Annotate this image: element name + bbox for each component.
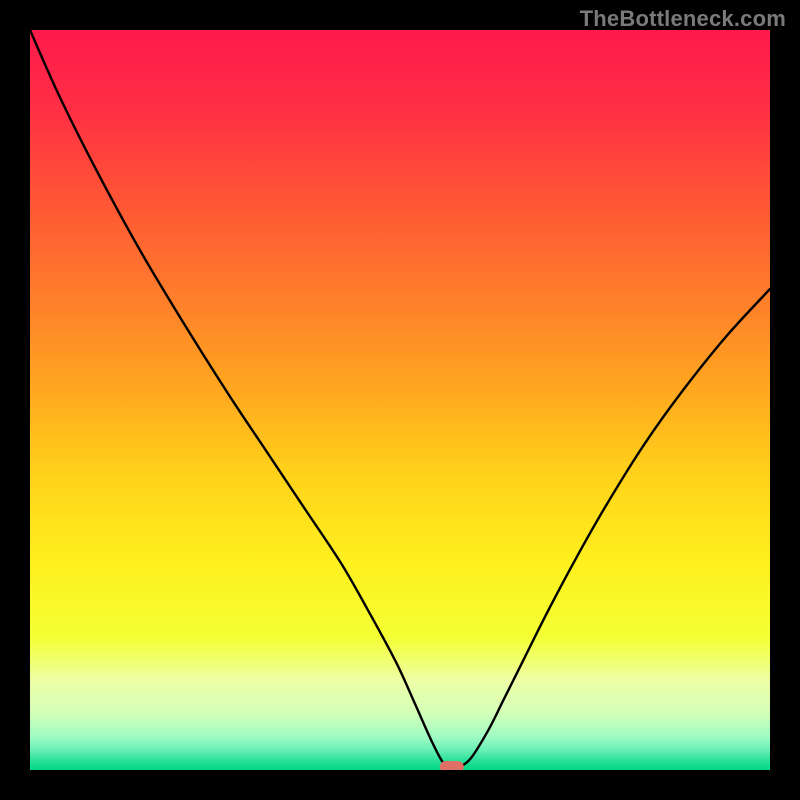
bottleneck-chart (30, 30, 770, 770)
watermark-text: TheBottleneck.com (580, 6, 786, 32)
optimal-marker (440, 761, 464, 770)
chart-frame: TheBottleneck.com (0, 0, 800, 800)
chart-background (30, 30, 770, 770)
